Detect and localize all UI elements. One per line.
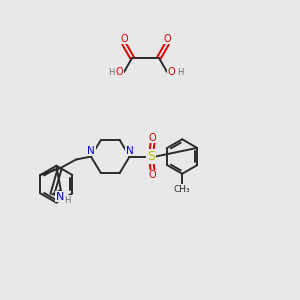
Text: CH₃: CH₃ (174, 185, 190, 194)
Text: H: H (64, 196, 70, 205)
Text: O: O (163, 34, 171, 44)
Text: O: O (116, 67, 123, 77)
Text: N: N (87, 146, 95, 156)
Text: O: O (149, 133, 156, 143)
Text: S: S (147, 150, 155, 163)
Text: O: O (168, 67, 176, 77)
Text: H: H (108, 68, 114, 76)
Text: O: O (149, 170, 156, 180)
Text: O: O (120, 34, 128, 44)
Text: N: N (56, 192, 64, 202)
Text: N: N (126, 146, 134, 156)
Text: H: H (177, 68, 183, 76)
